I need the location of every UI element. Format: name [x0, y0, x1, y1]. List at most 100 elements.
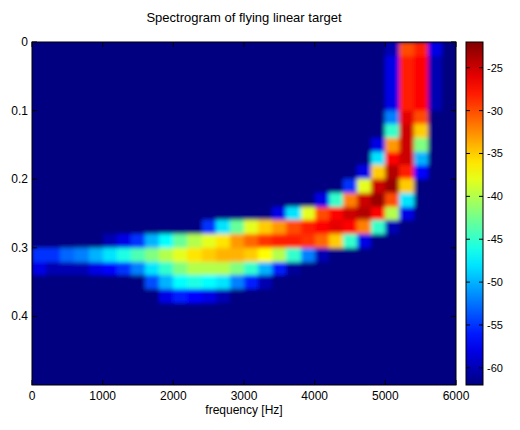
cell: [202, 97, 217, 111]
y-tick-label: 0.4: [11, 309, 28, 323]
cell: [315, 97, 330, 111]
cell: [399, 69, 414, 83]
cell: [258, 289, 273, 303]
cell: [60, 275, 75, 289]
cell: [89, 207, 104, 221]
cell: [46, 193, 61, 207]
cell: [399, 138, 414, 152]
cell: [60, 234, 75, 248]
cell: [329, 69, 344, 83]
cell: [74, 111, 89, 125]
y-tick-label: 0: [21, 35, 28, 49]
cell: [117, 138, 132, 152]
cell: [187, 56, 202, 70]
cell: [357, 56, 372, 70]
cell: [301, 152, 316, 166]
cell: [357, 262, 372, 276]
cell: [230, 207, 245, 221]
cell: [32, 316, 47, 330]
cell: [230, 124, 245, 138]
cell: [301, 42, 316, 56]
cell: [286, 371, 301, 385]
cell: [442, 165, 456, 179]
cell: [103, 56, 118, 70]
cell: [89, 111, 104, 125]
cell: [272, 111, 287, 125]
cell: [103, 179, 118, 193]
cell: [202, 262, 217, 276]
cell: [60, 371, 75, 385]
cell: [258, 138, 273, 152]
cell: [258, 248, 273, 262]
colorbar-tick: [479, 282, 483, 283]
cell: [230, 234, 245, 248]
cell: [216, 152, 231, 166]
cell: [442, 138, 456, 152]
cell: [385, 234, 400, 248]
cell: [145, 83, 160, 97]
cell: [301, 344, 316, 358]
cell: [74, 124, 89, 138]
cell: [145, 358, 160, 372]
cell: [202, 179, 217, 193]
cell: [272, 371, 287, 385]
title: Spectrogram of flying linear target: [146, 10, 341, 25]
colorbar-tick: [466, 196, 470, 197]
x-tick: [314, 380, 315, 385]
cell: [89, 193, 104, 207]
cell: [131, 138, 146, 152]
cell: [230, 193, 245, 207]
cell: [230, 42, 245, 56]
cell: [301, 358, 316, 372]
cell: [343, 220, 358, 234]
cell: [244, 316, 259, 330]
cell: [343, 138, 358, 152]
cell: [272, 152, 287, 166]
cell: [385, 275, 400, 289]
cell: [428, 344, 443, 358]
cell: [428, 358, 443, 372]
cell: [159, 69, 174, 83]
cell: [414, 97, 429, 111]
x-tick-label: 6000: [443, 389, 470, 403]
cell: [399, 275, 414, 289]
cell: [187, 83, 202, 97]
cell: [103, 83, 118, 97]
cell: [131, 124, 146, 138]
cell: [414, 371, 429, 385]
cell: [357, 275, 372, 289]
cell: [145, 207, 160, 221]
cell: [145, 152, 160, 166]
cell: [230, 220, 245, 234]
cell: [329, 262, 344, 276]
cell: [286, 69, 301, 83]
cell: [371, 289, 386, 303]
cell: [216, 344, 231, 358]
cell: [103, 262, 118, 276]
cell: [442, 193, 456, 207]
cell: [272, 330, 287, 344]
cell: [173, 124, 188, 138]
cell: [399, 165, 414, 179]
cell: [131, 152, 146, 166]
cell: [428, 193, 443, 207]
cell: [315, 179, 330, 193]
cell: [74, 358, 89, 372]
cell: [74, 165, 89, 179]
cell: [187, 316, 202, 330]
colorbar-tick: [466, 324, 470, 325]
cell: [74, 316, 89, 330]
cell: [414, 193, 429, 207]
cell: [103, 42, 118, 56]
cell: [230, 152, 245, 166]
cell: [202, 371, 217, 385]
cell: [103, 316, 118, 330]
cell: [357, 289, 372, 303]
cell: [329, 97, 344, 111]
cell: [428, 97, 443, 111]
plot-frame: [32, 42, 456, 385]
cell: [258, 275, 273, 289]
cell: [286, 234, 301, 248]
cell: [371, 234, 386, 248]
cell: [371, 111, 386, 125]
